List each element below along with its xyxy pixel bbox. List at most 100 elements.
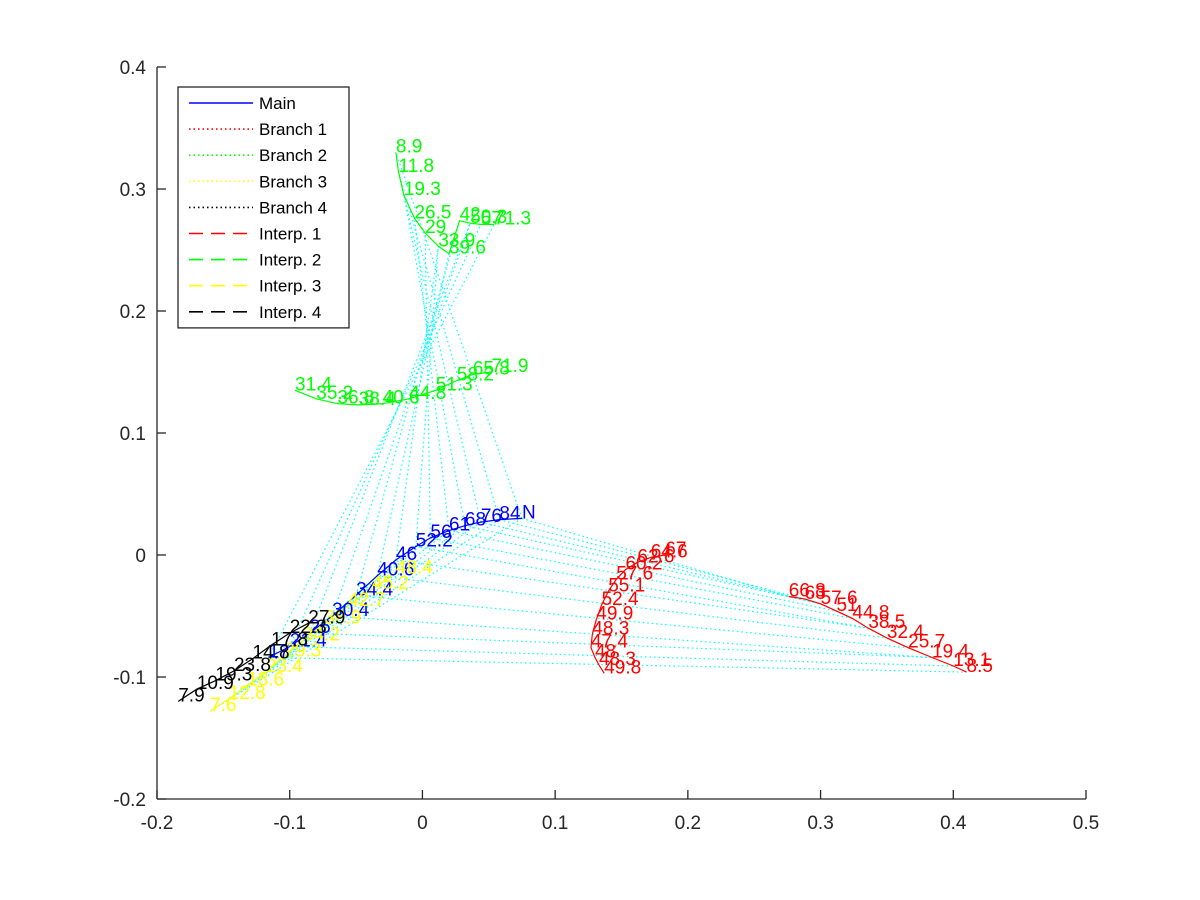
point-label-0-4: 61 (449, 515, 470, 536)
point-label-3-4: 29 (425, 217, 446, 238)
point-label-0-1: 84 (499, 504, 521, 525)
point-label-5-1: 12.8 (229, 683, 266, 704)
point-label-1-7: 25.7 (908, 632, 945, 653)
point-label-5-3: 23.4 (266, 656, 303, 677)
legend-label-3: Branch 3 (259, 172, 327, 191)
connector-line-0-13 (267, 224, 495, 658)
connector-line-2-10 (331, 605, 349, 617)
legend-label-4: Branch 4 (259, 198, 327, 217)
connector-line-0-4 (413, 218, 450, 531)
point-label-4-6: 51.3 (436, 374, 473, 395)
point-label-2-4: 57.6 (616, 563, 653, 584)
point-label-1-0: 66.8 (789, 580, 826, 601)
point-label-1-8: 19.4 (932, 641, 969, 662)
point-label-4-5: 44.8 (409, 383, 446, 404)
connector-line-0-11 (309, 222, 471, 634)
connector-line-1-11 (309, 632, 933, 659)
point-label-1-1: 63 (805, 583, 826, 604)
x-tick-label-2: 0 (417, 813, 428, 834)
legend-label-7: Interp. 3 (259, 277, 321, 296)
point-label-3-10: 71.3 (494, 208, 531, 229)
x-tick-label-3: 0.1 (542, 813, 568, 834)
point-label-0-10: 30.4 (332, 600, 369, 621)
x-tick-label-6: 0.4 (940, 813, 967, 834)
point-label-4-7: 58.2 (457, 365, 494, 386)
connector-line-1-10 (332, 615, 933, 659)
y-tick-label-5: 0.3 (120, 180, 146, 201)
point-label-4-2: 36.8 (337, 388, 374, 409)
point-label-0-3: 68 (465, 510, 486, 531)
connector-line-0-9 (355, 220, 461, 596)
point-label-0-13: 17 (268, 641, 289, 662)
point-label-0-0: N (522, 502, 536, 523)
connector-line-1-1 (499, 519, 805, 600)
series-line-6 (177, 622, 309, 702)
point-label-2-12: 49.8 (604, 657, 641, 678)
point-label-6-1: 10.9 (197, 673, 234, 694)
point-label-2-3: 60.2 (625, 554, 662, 575)
point-label-5-0: 7.6 (210, 695, 236, 716)
point-label-6-4: 14.8 (253, 643, 290, 664)
point-label-3-7: 42 (460, 205, 481, 226)
point-label-3-1: 11.8 (399, 156, 435, 177)
point-label-5-5: 34.2 (303, 624, 340, 645)
point-label-4-1: 35.2 (316, 383, 353, 404)
point-label-0-7: 46 (396, 544, 417, 565)
legend-label-8: Interp. 4 (259, 303, 321, 322)
connector-line-2-2 (228, 521, 482, 700)
legend-label-5: Interp. 1 (259, 225, 321, 244)
connector-line-2-3 (246, 525, 466, 687)
connector-line-1-4 (448, 530, 837, 612)
x-tick-label-1: -0.1 (273, 813, 306, 834)
series-line-3 (395, 152, 495, 255)
point-label-1-3: 51 (836, 595, 857, 616)
series-line-5 (209, 572, 397, 712)
point-label-5-6: 38.9 (324, 607, 361, 628)
point-label-2-1: 64.6 (651, 541, 688, 562)
connector-line-2-6 (284, 545, 417, 657)
point-label-6-7: 27.9 (308, 607, 345, 628)
point-label-2-7: 49.9 (596, 604, 633, 625)
point-label-4-9: 71.9 (491, 356, 528, 377)
point-label-6-0: 7.9 (178, 685, 204, 706)
connector-line-0-7 (395, 246, 439, 560)
point-label-4-4: 40.6 (383, 388, 420, 409)
point-label-6-5: 17.8 (271, 629, 308, 650)
legend-label-0: Main (259, 94, 296, 113)
point-label-1-4: 44.8 (852, 602, 889, 623)
connector-layer (209, 152, 967, 712)
x-tick-label-0: -0.2 (141, 813, 174, 834)
point-label-4-3: 38.4 (359, 389, 396, 410)
point-label-0-12: 21.4 (290, 631, 327, 652)
point-label-6-3: 23.8 (234, 655, 271, 676)
x-tick-label-5: 0.3 (807, 813, 833, 834)
point-label-0-9: 34.4 (356, 579, 393, 600)
point-label-5-8: 45.2 (372, 573, 409, 594)
point-label-1-6: 32.4 (887, 622, 924, 643)
y-tick-label-0: -0.2 (113, 790, 146, 811)
connector-line-2-5 (265, 537, 431, 673)
point-label-2-8: 48.3 (592, 618, 629, 639)
point-label-0-5: 56 (430, 522, 451, 543)
connector-line-0-2 (403, 194, 482, 523)
point-label-4-8: 65.8 (473, 358, 510, 379)
connector-line-0-12 (289, 224, 482, 647)
legend-label-2: Branch 2 (259, 146, 327, 165)
point-label-0-2: 76 (481, 506, 502, 527)
connector-line-0-6 (415, 246, 439, 547)
connector-line-1-6 (415, 545, 869, 629)
y-tick-label-2: 0 (135, 546, 146, 567)
label-layer: N847668615652.24640.634.430.42621.41766.… (178, 136, 993, 716)
point-label-3-3: 26.5 (414, 202, 451, 223)
x-tick-label-7: 0.5 (1073, 813, 1099, 834)
y-tick-label-1: -0.1 (113, 668, 146, 689)
point-label-2-5: 55.1 (608, 576, 645, 597)
connector-line-0-10 (331, 222, 471, 617)
connector-line-0-5 (424, 232, 431, 538)
series-layer (177, 152, 967, 712)
point-label-5-7: 42.7 (348, 590, 385, 611)
point-label-1-2: 57.6 (821, 588, 858, 609)
point-label-0-8: 40.6 (377, 560, 414, 581)
